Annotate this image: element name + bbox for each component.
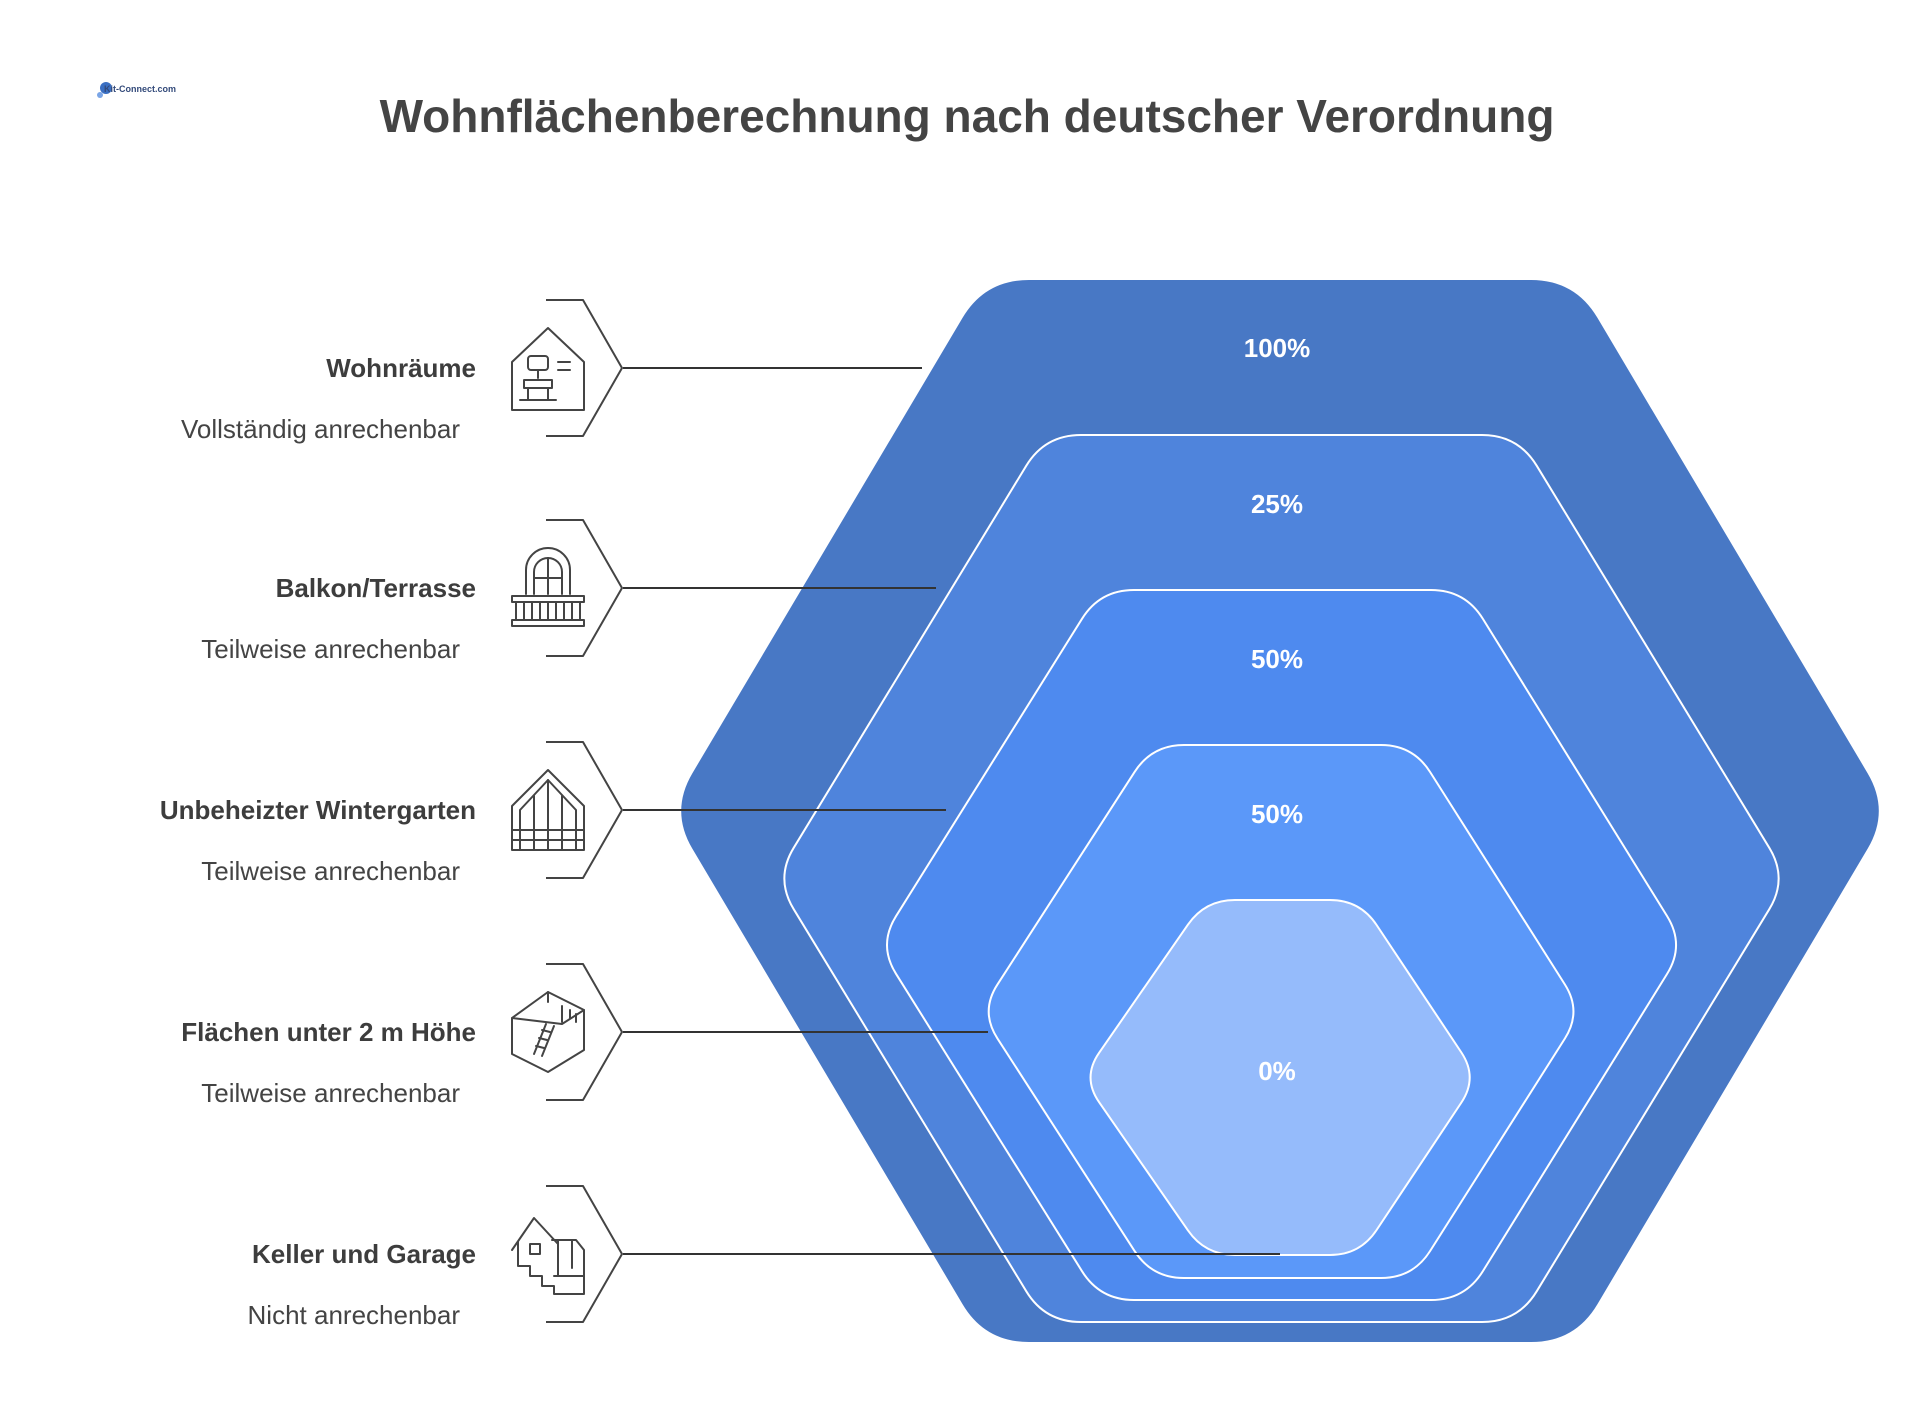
category-description: Teilweise anrechenbar: [201, 1078, 460, 1108]
logo-text: Kit-Connect.com: [104, 84, 176, 94]
category-item: Flächen unter 2 m Höhe Teilweise anrechen…: [181, 963, 623, 1108]
category-item: Keller und Garage Nicht anrechenbar: [248, 1185, 623, 1330]
category-item: Unbeheizter Wintergarten Teilweise anrech…: [160, 741, 623, 886]
category-name: Balkon/Terrasse: [276, 573, 476, 603]
hexagon-bracket: [546, 741, 623, 879]
category-list: Wohnräume Vollständig anrechenbar Balkon/T…: [160, 299, 623, 1330]
category-description: Nicht anrechenbar: [248, 1300, 461, 1330]
hexagon-layer-5: [1089, 899, 1471, 1256]
attic-ladder-icon: [511, 991, 585, 1073]
category-name: Unbeheizter Wintergarten: [160, 795, 476, 825]
hexagon-bracket: [546, 1185, 623, 1323]
leader-lines: [623, 367, 1280, 1255]
page-title: Wohnflächenberechnung nach deutscher Ver…: [380, 90, 1555, 142]
greenhouse-icon: [511, 769, 585, 851]
category-name: Keller und Garage: [252, 1239, 476, 1269]
basement-garage-icon: [511, 1217, 585, 1295]
percent-label-3: 50%: [1251, 644, 1303, 674]
hexagon-bracket: [546, 963, 623, 1101]
category-description: Teilweise anrechenbar: [201, 856, 460, 886]
percent-label-5: 0%: [1258, 1056, 1296, 1086]
category-description: Teilweise anrechenbar: [201, 634, 460, 664]
percent-label-2: 25%: [1251, 489, 1303, 519]
category-item: Wohnräume Vollständig anrechenbar: [181, 299, 623, 444]
hexagon-bracket: [546, 519, 623, 657]
hexagon-bracket: [546, 299, 623, 437]
category-name: Flächen unter 2 m Höhe: [181, 1017, 476, 1047]
category-item: Balkon/Terrasse Teilweise anrechenbar: [201, 519, 623, 664]
category-description: Vollständig anrechenbar: [181, 414, 460, 444]
percent-label-1: 100%: [1244, 333, 1311, 363]
category-name: Wohnräume: [326, 353, 476, 383]
balcony-icon: [511, 547, 585, 627]
brand-logo: Kit-Connect.com: [97, 82, 176, 98]
percent-label-4: 50%: [1251, 799, 1303, 829]
house-interior-icon: [511, 327, 585, 411]
hexagon-layers: 100% 25% 50% 50% 0%: [681, 280, 1879, 1342]
